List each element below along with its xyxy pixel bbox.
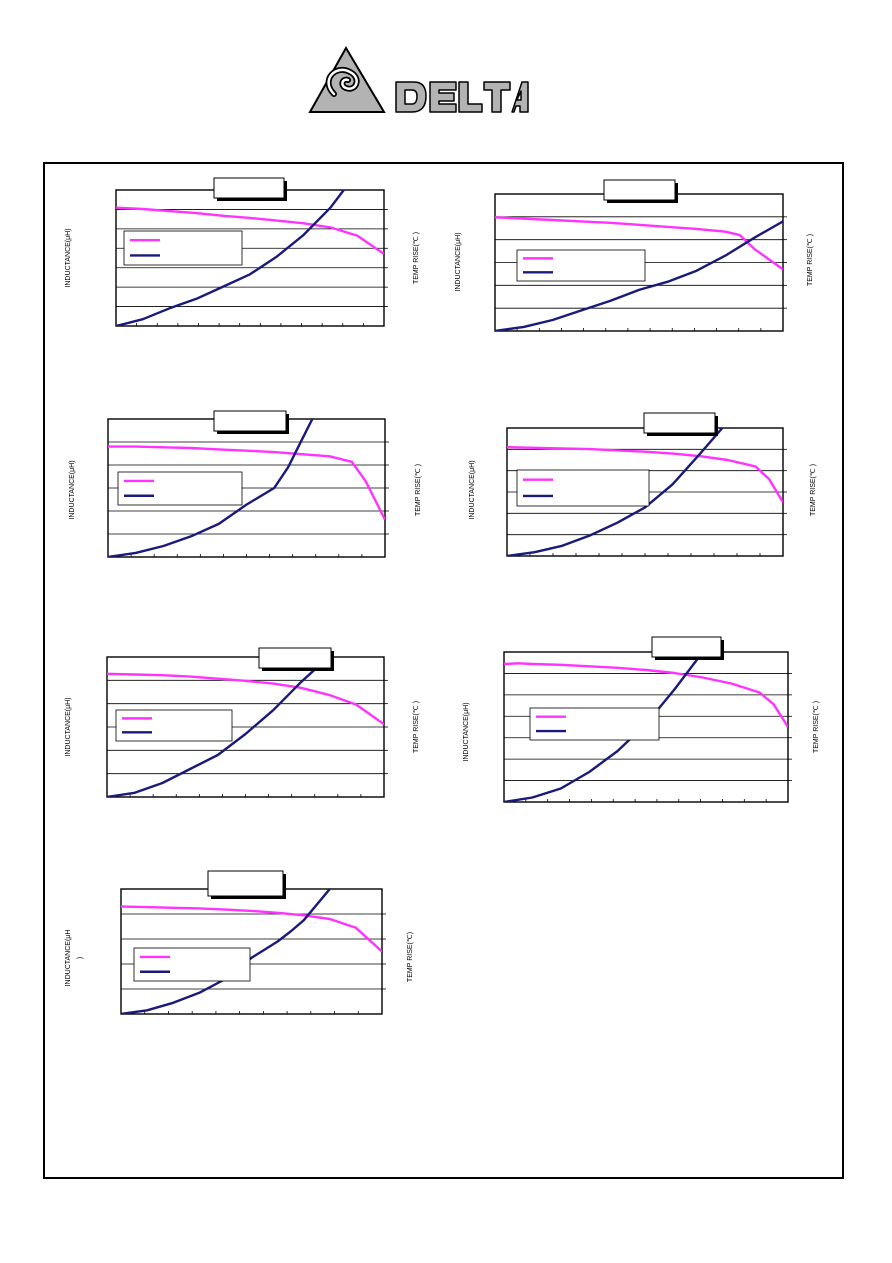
y-axis-label-left: INDUCTANCE(μH) xyxy=(69,460,76,519)
temp-rise-curve xyxy=(107,657,331,797)
temp-rise-curve xyxy=(116,190,346,326)
inductance-curve xyxy=(116,206,384,255)
y-axis-label-right: TEMP RISE(℃ ) xyxy=(807,234,814,286)
legend-box xyxy=(529,707,660,741)
y-axis-label-right: TEMP RISE(℃ ) xyxy=(415,464,422,516)
y-axis-label-left: INDUCTANCE(μH) xyxy=(469,460,476,519)
legend-box xyxy=(115,709,233,742)
plot-area xyxy=(106,656,385,798)
inductance-curve xyxy=(495,216,783,271)
y-axis-label-right: TEMP RISE(℃ ) xyxy=(810,464,817,516)
y-axis-label-right: TEMP RISE(℃ ) xyxy=(413,701,420,753)
delta-triangle-icon xyxy=(308,46,386,113)
legend-box xyxy=(516,249,646,282)
y-axis-label-left: INDUCTANCE(μH) xyxy=(65,697,72,756)
chart-3: INDUCTANCE(μH) TEMP RISE(℃ ) xyxy=(69,410,422,558)
inductance-curve xyxy=(108,445,385,521)
y-axis-label-right: TEMP RISE(℃ ) xyxy=(413,232,420,284)
title-box xyxy=(603,179,676,201)
delta-wordmark xyxy=(395,81,529,113)
legend-box xyxy=(117,471,243,506)
y-axis-label-left: INDUCTANCE(μH xyxy=(65,930,72,987)
inductance-curve xyxy=(504,662,788,728)
temp-rise-curve xyxy=(121,889,332,1014)
title-box xyxy=(258,647,332,669)
temp-rise-curve xyxy=(108,419,314,557)
chart-6: INDUCTANCE(μH) TEMP RISE(℃ ) xyxy=(463,636,820,803)
inductance-curve xyxy=(507,446,783,503)
chart-7: INDUCTANCE(μH) TEMP RISE(℃) xyxy=(65,870,414,1015)
title-box xyxy=(213,410,287,432)
legend-box xyxy=(516,469,650,507)
chart-5: INDUCTANCE(μH) TEMP RISE(℃ ) xyxy=(65,647,420,798)
chart-4: INDUCTANCE(μH) TEMP RISE(℃ ) xyxy=(469,412,817,557)
title-box xyxy=(643,412,716,434)
title-box xyxy=(207,870,284,897)
temp-rise-curve xyxy=(495,220,783,331)
inductance-curve xyxy=(107,672,384,726)
y-axis-label-right: TEMP RISE(℃) xyxy=(407,932,414,982)
title-box xyxy=(213,177,285,199)
chart-1: INDUCTANCE(μH) TEMP RISE(℃ ) xyxy=(65,177,420,327)
legend-box xyxy=(123,230,243,266)
y-axis-label-left: INDUCTANCE(μH) xyxy=(455,232,462,291)
y-axis-label-right: TEMP RISE(℃ ) xyxy=(813,701,820,753)
y-axis-label-left: INDUCTANCE(μH) xyxy=(65,228,72,287)
content-frame xyxy=(43,162,844,1179)
temp-rise-curve xyxy=(507,428,724,556)
y-axis-label-left: INDUCTANCE(μH) xyxy=(463,702,470,761)
delta-logo xyxy=(308,46,529,113)
title-box xyxy=(651,636,722,658)
inductance-curve xyxy=(121,905,382,953)
legend-box xyxy=(133,947,251,982)
chart-2: INDUCTANCE(μH) TEMP RISE(℃ ) xyxy=(455,179,814,332)
y-axis-label-left: ) xyxy=(77,957,84,959)
